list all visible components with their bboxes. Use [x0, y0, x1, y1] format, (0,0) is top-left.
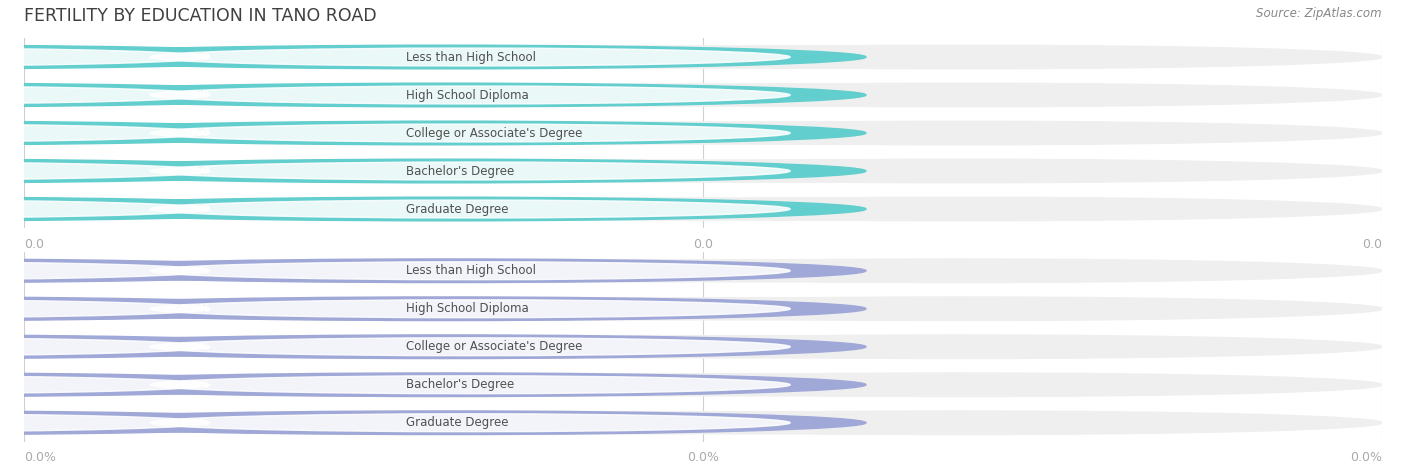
Text: High School Diploma: High School Diploma: [406, 88, 529, 102]
Circle shape: [24, 121, 866, 145]
Circle shape: [24, 121, 866, 145]
FancyBboxPatch shape: [444, 335, 962, 359]
Text: 0.0%: 0.0%: [1350, 451, 1382, 464]
Text: Less than High School: Less than High School: [406, 50, 536, 64]
FancyBboxPatch shape: [444, 297, 962, 321]
Text: 0.0: 0.0: [1362, 238, 1382, 250]
Circle shape: [24, 159, 866, 183]
Text: Bachelor's Degree: Bachelor's Degree: [406, 378, 515, 391]
Circle shape: [24, 83, 866, 107]
Circle shape: [150, 86, 790, 104]
Circle shape: [150, 162, 790, 180]
Circle shape: [24, 259, 866, 283]
Circle shape: [24, 411, 866, 435]
Text: 0.0: 0.0: [190, 128, 209, 138]
Circle shape: [24, 373, 866, 397]
Circle shape: [24, 297, 866, 321]
Circle shape: [150, 338, 790, 356]
Circle shape: [0, 159, 336, 183]
FancyBboxPatch shape: [444, 83, 962, 107]
Circle shape: [0, 414, 209, 432]
Circle shape: [0, 45, 336, 69]
Circle shape: [24, 159, 866, 183]
Text: 0.0%: 0.0%: [180, 380, 209, 390]
Circle shape: [24, 45, 866, 69]
Circle shape: [540, 335, 1382, 359]
Circle shape: [150, 300, 790, 318]
Circle shape: [0, 338, 209, 356]
Circle shape: [150, 200, 790, 218]
Circle shape: [0, 373, 336, 397]
Text: 0.0: 0.0: [693, 238, 713, 250]
FancyBboxPatch shape: [444, 197, 962, 221]
Circle shape: [24, 335, 866, 359]
Circle shape: [24, 45, 866, 69]
FancyBboxPatch shape: [444, 411, 962, 435]
Circle shape: [0, 124, 209, 142]
Circle shape: [540, 45, 1382, 69]
Circle shape: [540, 373, 1382, 397]
Text: College or Associate's Degree: College or Associate's Degree: [406, 340, 582, 353]
Text: 0.0%: 0.0%: [180, 266, 209, 276]
Circle shape: [24, 297, 866, 321]
Text: 0.0: 0.0: [24, 238, 44, 250]
Text: 0.0: 0.0: [190, 52, 209, 62]
Circle shape: [540, 83, 1382, 107]
Text: Graduate Degree: Graduate Degree: [406, 202, 509, 216]
Text: 0.0%: 0.0%: [24, 451, 56, 464]
Circle shape: [0, 297, 336, 321]
Circle shape: [0, 335, 336, 359]
Text: 0.0: 0.0: [190, 204, 209, 214]
Circle shape: [540, 259, 1382, 283]
Circle shape: [24, 411, 866, 435]
Text: 0.0%: 0.0%: [688, 451, 718, 464]
Circle shape: [24, 259, 866, 283]
Circle shape: [0, 300, 209, 318]
Circle shape: [0, 200, 209, 218]
Circle shape: [150, 124, 790, 142]
Circle shape: [0, 162, 209, 180]
Circle shape: [540, 197, 1382, 221]
Circle shape: [0, 197, 336, 221]
FancyBboxPatch shape: [444, 45, 962, 69]
FancyBboxPatch shape: [444, 373, 962, 397]
Circle shape: [24, 197, 866, 221]
Text: Less than High School: Less than High School: [406, 264, 536, 277]
Circle shape: [0, 121, 336, 145]
Text: 0.0%: 0.0%: [180, 304, 209, 314]
Circle shape: [0, 262, 209, 280]
Circle shape: [150, 376, 790, 394]
Text: 0.0: 0.0: [190, 90, 209, 100]
Circle shape: [0, 48, 209, 66]
Text: 0.0%: 0.0%: [180, 342, 209, 352]
Circle shape: [540, 159, 1382, 183]
FancyBboxPatch shape: [444, 159, 962, 183]
Text: FERTILITY BY EDUCATION IN TANO ROAD: FERTILITY BY EDUCATION IN TANO ROAD: [24, 7, 377, 25]
Circle shape: [540, 411, 1382, 435]
Circle shape: [24, 335, 866, 359]
Text: 0.0: 0.0: [190, 166, 209, 176]
Text: 0.0%: 0.0%: [180, 418, 209, 428]
Circle shape: [150, 48, 790, 66]
Circle shape: [0, 259, 336, 283]
Circle shape: [150, 414, 790, 432]
FancyBboxPatch shape: [444, 121, 962, 145]
Circle shape: [540, 297, 1382, 321]
Circle shape: [150, 262, 790, 280]
Circle shape: [0, 376, 209, 394]
Text: High School Diploma: High School Diploma: [406, 302, 529, 315]
Circle shape: [0, 86, 209, 104]
Text: Graduate Degree: Graduate Degree: [406, 416, 509, 429]
Circle shape: [0, 83, 336, 107]
Text: Source: ZipAtlas.com: Source: ZipAtlas.com: [1257, 7, 1382, 20]
Text: College or Associate's Degree: College or Associate's Degree: [406, 126, 582, 140]
Circle shape: [540, 121, 1382, 145]
Circle shape: [0, 411, 336, 435]
Text: Bachelor's Degree: Bachelor's Degree: [406, 164, 515, 178]
Circle shape: [24, 83, 866, 107]
FancyBboxPatch shape: [444, 259, 962, 283]
Circle shape: [24, 197, 866, 221]
Circle shape: [24, 373, 866, 397]
